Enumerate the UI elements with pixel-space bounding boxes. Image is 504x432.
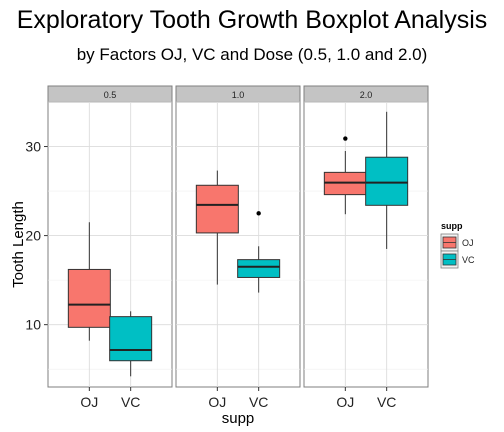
facet-strip-label: 0.5 [104,90,117,100]
panel-background [303,101,429,388]
y-tick-label: 20 [25,228,41,244]
facet-panel: 1.0 OJ VC [175,85,301,410]
legend-label: OJ [462,238,474,248]
facet-panel: 2.0 OJ VC [303,85,429,410]
outlier-point [256,211,261,216]
x-tick-label: OJ [208,394,226,410]
x-tick-label: VC [249,394,268,410]
x-tick-label: VC [377,394,396,410]
outlier-point [343,136,348,141]
panel-background [175,101,301,388]
box-vc [237,211,281,293]
box-vc [109,311,153,377]
box-iqr [365,156,409,206]
box-oj [67,222,111,341]
facet-panel: 0.5 OJ VC [47,85,173,410]
box-iqr [195,184,239,234]
x-tick-label: OJ [336,394,354,410]
box-iqr [67,268,111,328]
box-oj [195,170,239,285]
x-tick-label: OJ [80,394,98,410]
box-vc [365,111,409,249]
chart-subtitle: by Factors OJ, VC and Dose (0.5, 1.0 and… [76,45,428,64]
box-iqr [237,259,281,278]
x-tick-label: VC [121,394,140,410]
box-iqr [109,316,153,362]
legend-title: supp [441,221,463,231]
chart-title: Exploratory Tooth Growth Boxplot Analysi… [16,6,488,34]
y-tick-label: 30 [25,139,41,155]
facet-strip-label: 2.0 [360,90,373,100]
y-axis-title: Tooth Length [10,201,27,288]
x-axis-title: supp [222,410,255,427]
box-oj [323,136,367,215]
legend-label: VC [462,255,475,265]
legend: supp OJ VC [440,221,475,269]
y-tick-label: 10 [25,317,41,333]
facet-strip-label: 1.0 [232,90,245,100]
